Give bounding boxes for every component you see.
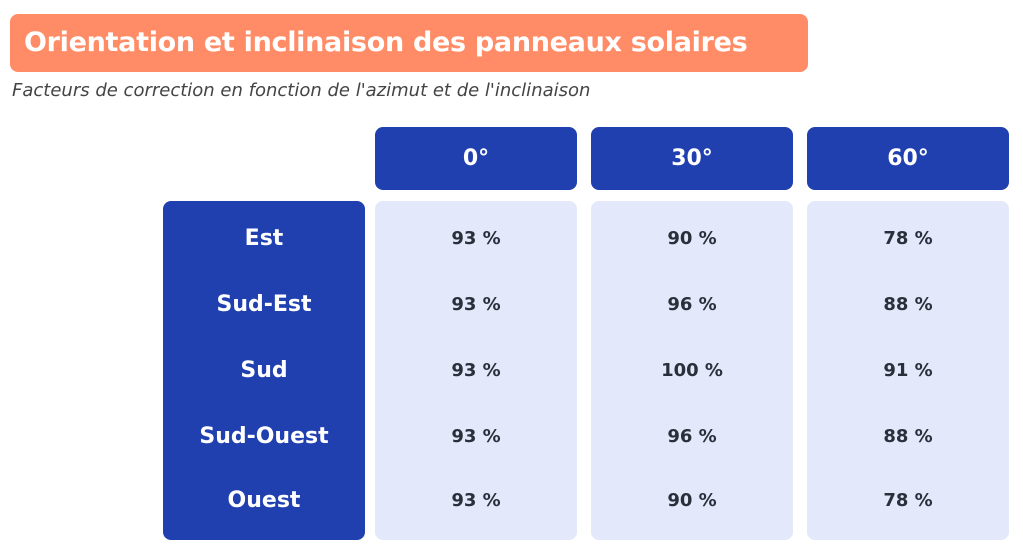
row-header: Est xyxy=(244,226,284,251)
row-header-column: Est Sud-Est Sud Sud-Ouest Ouest xyxy=(163,201,365,540)
table-cell: 93 % xyxy=(451,426,501,447)
data-column-30: 90 % 96 % 100 % 96 % 90 % xyxy=(591,201,793,540)
row-header: Sud-Est xyxy=(216,292,312,317)
table-cell: 91 % xyxy=(883,360,933,381)
table-cell: 78 % xyxy=(883,228,933,249)
table-cell: 90 % xyxy=(667,228,717,249)
table-cell: 78 % xyxy=(883,490,933,511)
table-cell: 90 % xyxy=(667,490,717,511)
table-cell: 93 % xyxy=(451,294,501,315)
data-column-60: 78 % 88 % 91 % 88 % 78 % xyxy=(807,201,1009,540)
table-cell: 93 % xyxy=(451,490,501,511)
table-cell: 93 % xyxy=(451,228,501,249)
table-cell: 93 % xyxy=(451,360,501,381)
row-header: Sud xyxy=(240,358,288,383)
data-column-0: 93 % 93 % 93 % 93 % 93 % xyxy=(375,201,577,540)
table-cell: 100 % xyxy=(661,360,723,381)
table-cell: 88 % xyxy=(883,426,933,447)
row-header: Sud-Ouest xyxy=(199,424,329,449)
subtitle: Facteurs de correction en fonction de l'… xyxy=(12,80,591,101)
table-cell: 96 % xyxy=(667,426,717,447)
column-header-0: 0° xyxy=(375,127,577,190)
table-cell: 96 % xyxy=(667,294,717,315)
column-header-60: 60° xyxy=(807,127,1009,190)
row-header: Ouest xyxy=(227,488,301,513)
page-title: Orientation et inclinaison des panneaux … xyxy=(10,14,808,72)
table-cell: 88 % xyxy=(883,294,933,315)
column-header-30: 30° xyxy=(591,127,793,190)
